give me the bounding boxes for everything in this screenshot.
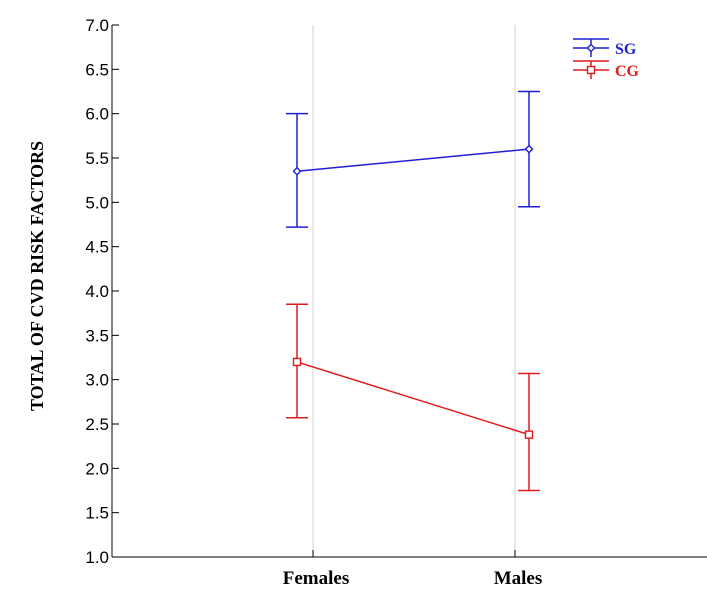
y-ticks: 1.0 1.5 2.0 2.5 3.0 3.5 4.0 4.5 5.0 5.5 6.0 6.5 7.0 xyxy=(85,16,119,567)
y-tick-label: 2.5 xyxy=(85,415,109,434)
y-tick-label: 5.5 xyxy=(85,149,109,168)
y-tick-label: 4.5 xyxy=(85,238,109,257)
legend-marker-sg xyxy=(586,43,596,53)
y-tick-label: 2.0 xyxy=(85,459,109,478)
x-category-label: Females xyxy=(283,568,349,589)
axes xyxy=(111,25,707,558)
y-tick-label: 1.0 xyxy=(85,548,109,567)
data-point-cg xyxy=(524,430,534,439)
y-axis-title: TOTAL OF CVD RISK FACTORS xyxy=(27,141,47,411)
series-sg xyxy=(286,90,540,228)
data-point-sg xyxy=(292,166,302,176)
x-ticks: Females Males xyxy=(283,550,543,589)
data-point-sg xyxy=(524,144,534,154)
legend: SG CG xyxy=(573,38,640,80)
grid-lines xyxy=(312,25,516,557)
y-tick-label: 7.0 xyxy=(85,16,109,35)
y-tick-label: 5.0 xyxy=(85,193,109,212)
data-point-cg xyxy=(292,357,302,367)
x-category-label: Males xyxy=(494,568,543,589)
y-tick-label: 1.5 xyxy=(85,504,109,523)
y-tick-label: 3.0 xyxy=(85,371,109,390)
legend-label-sg: SG xyxy=(615,41,637,58)
y-tick-label: 3.5 xyxy=(85,326,109,345)
series-cg xyxy=(286,303,540,492)
legend-marker-cg xyxy=(586,65,596,75)
series-line-sg xyxy=(296,148,530,173)
legend-entry-cg: CG xyxy=(573,60,640,80)
series-line-cg xyxy=(296,361,530,436)
y-tick-label: 6.5 xyxy=(85,60,109,79)
y-tick-label: 6.0 xyxy=(85,105,109,124)
legend-entry-sg: SG xyxy=(573,38,637,58)
y-tick-label: 4.0 xyxy=(85,282,109,301)
legend-label-cg: CG xyxy=(615,63,640,80)
series xyxy=(286,90,540,492)
